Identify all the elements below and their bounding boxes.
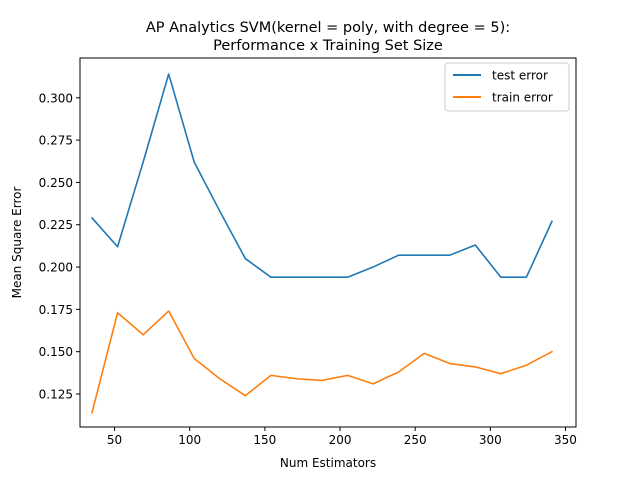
x-tick-label: 50: [107, 433, 122, 447]
legend-label-train-error: train error: [492, 91, 553, 105]
y-tick-label: 0.125: [39, 387, 73, 401]
y-tick-label: 0.175: [39, 303, 73, 317]
x-tick-label: 350: [554, 433, 577, 447]
series-line-test-error: [90, 73, 554, 279]
plot-frame: [79, 57, 577, 428]
y-tick-label: 0.200: [39, 261, 73, 275]
y-tick-label: 0.150: [39, 345, 73, 359]
x-axis-label: Num Estimators: [280, 456, 376, 470]
x-tick-label: 300: [479, 433, 502, 447]
y-tick-label: 0.225: [39, 218, 73, 232]
series-layer: [90, 73, 554, 414]
x-tick-label: 100: [178, 433, 201, 447]
x-tick-label: 200: [329, 433, 352, 447]
x-tick-label: 150: [253, 433, 276, 447]
chart-title-line-1: AP Analytics SVM(kernel = poly, with deg…: [146, 20, 510, 36]
legend: test error train error: [444, 62, 570, 112]
ticks-layer: 50 100 150 200 250 300 350 0.125 0.150 0.175 0.200…: [39, 91, 577, 447]
y-tick-label: 0.275: [39, 134, 73, 148]
y-axis-label: Mean Square Error: [10, 187, 24, 299]
y-tick-label: 0.300: [39, 91, 73, 105]
legend-label-test-error: test error: [492, 69, 548, 83]
x-tick-label: 250: [404, 433, 427, 447]
y-tick-label: 0.250: [39, 176, 73, 190]
chart-title-line-2: Performance x Training Set Size: [213, 38, 443, 54]
series-line-train-error: [91, 310, 554, 414]
